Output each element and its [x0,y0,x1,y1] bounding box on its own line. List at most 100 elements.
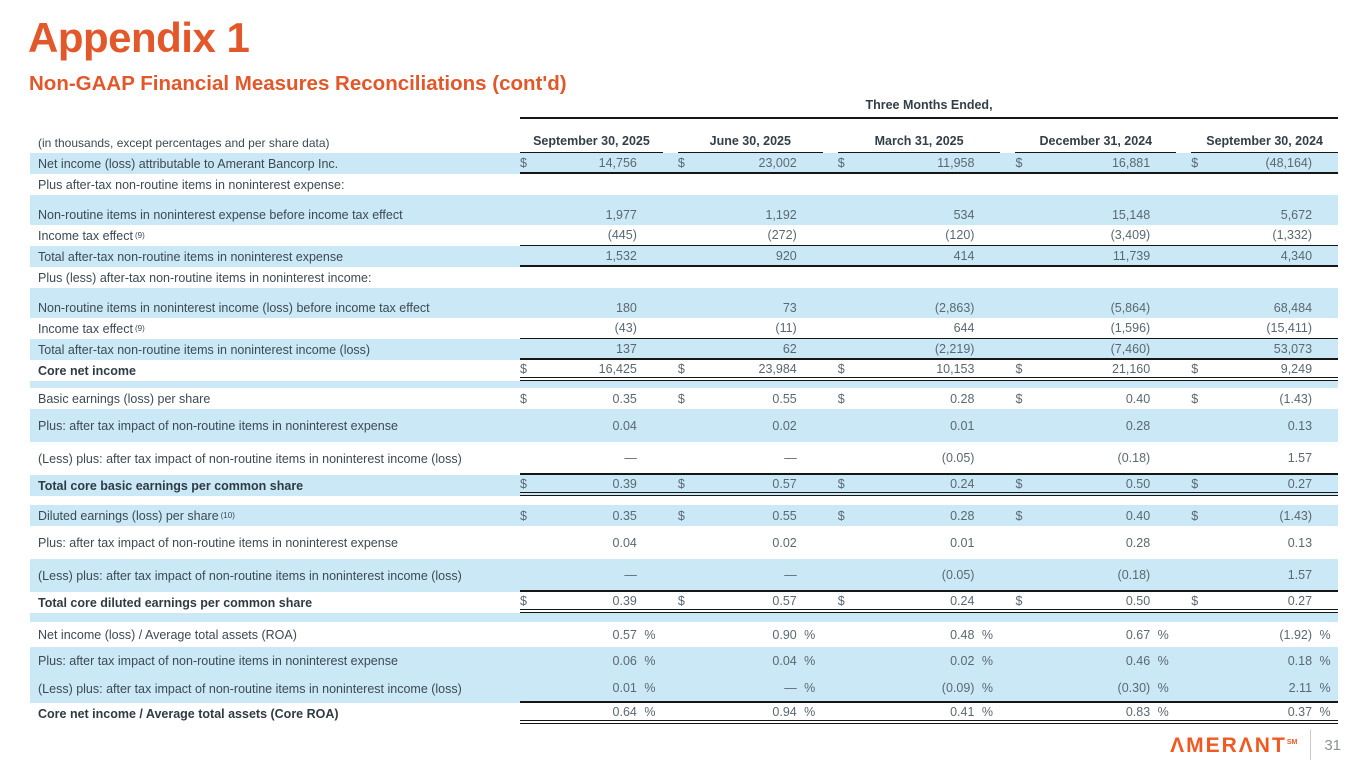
cell-value: 23,002 [758,155,797,170]
page-title: Appendix 1 [28,14,250,61]
row-values: 0.04 0.02 0.01 0.28 0.13 [520,409,1338,442]
row-label-text: Plus after-tax non-routine items in noni… [38,177,345,192]
table-row: Total after-tax non-routine items in non… [30,339,1338,360]
percent-sign: % [1319,681,1331,695]
column-header: September 30, 2025 [520,134,663,153]
cell-value: 1,977 [605,207,637,222]
cell-value: (3,409) [1110,228,1151,242]
row-label-text: (Less) plus: after tax impact of non-rou… [38,682,462,696]
column-header-row: (in thousands, except percentages and pe… [30,128,1339,153]
cell-value: 0.37 [1287,704,1313,719]
row-label-text: Basic earnings (loss) per share [38,391,211,406]
row-values: 1,532 920 414 11,739 4,340 [520,246,1338,267]
cell-value: 0.24 [950,593,975,608]
cell-value: 0.02 [950,654,975,668]
span-header-label: Three Months Ended, [520,98,1338,119]
dollar-sign: $ [1191,508,1199,523]
spacer-row [30,288,1338,297]
row-label: Total core basic earnings per common sha… [30,475,520,496]
table-row: Total core basic earnings per common sha… [30,475,1338,496]
cell-value: 0.40 [1125,391,1151,406]
cell-value: 23,984 [758,361,797,376]
column-header: December 31, 2024 [1015,134,1177,153]
cell-value: (5,864) [1110,300,1151,315]
spacer-row [30,496,1338,505]
percent-sign: % [981,654,994,668]
page-number: 31 [1324,736,1341,754]
cell-value: 644 [953,321,975,335]
row-label: Plus: after tax impact of non-routine it… [30,409,520,442]
cell-value: (272) [767,228,797,242]
dollar-sign: $ [1015,155,1023,170]
dollar-sign: $ [837,508,845,523]
cell-value: 9,249 [1280,361,1313,376]
cell-value: 180 [616,300,637,315]
row-values: 1,977 1,192 534 15,148 5,672 [520,204,1338,225]
row-label: Income tax effect (9) [30,225,520,246]
row-label-text: Income tax effect [38,321,133,336]
cell-value: 137 [616,341,637,356]
footnote-marker: (9) [134,324,145,333]
column-headers: September 30, 2025 June 30, 2025 March 31,… [520,134,1339,153]
cell-value: (2,219) [934,341,975,356]
cell-value: 0.39 [612,476,637,491]
row-values: $0.39 $0.57 $0.24 $0.50 $0.27 [520,592,1338,613]
cell-value: (1,332) [1272,228,1313,242]
row-label: Net income (loss) / Average total assets… [30,622,520,647]
cell-value: 0.64 [612,704,637,719]
cell-value: (1.43) [1279,508,1313,523]
cell-value: 0.04 [612,418,637,433]
cell-value: 920 [775,248,797,263]
cell-value: (1,596) [1110,321,1151,335]
cell-value: (0.05) [941,450,975,465]
cell-value: 0.01 [950,418,975,433]
percent-sign: % [981,681,994,695]
cell-value: — [624,450,637,465]
row-label-text: Diluted earnings (loss) per share [38,508,219,523]
cell-value: 1,532 [605,248,637,263]
table-row: Non-routine items in noninterest expense… [30,204,1338,225]
row-values: $0.35 $0.55 $0.28 $0.40 $ (1.43) [520,505,1338,526]
row-values: 137 62 (2,219) (7,460) 53,073 [520,339,1338,360]
cell-value: (445) [607,228,637,242]
percent-sign: % [981,704,994,719]
percent-sign: % [981,627,994,642]
cell-value: 53,073 [1273,341,1313,356]
dollar-sign: $ [677,391,685,406]
column-header: June 30, 2025 [677,134,823,153]
dollar-sign: $ [1191,593,1199,608]
row-label-text: Plus: after tax impact of non-routine it… [38,418,398,433]
dollar-sign: $ [837,155,845,170]
dollar-sign: $ [1015,391,1023,406]
dollar-sign: $ [520,476,527,491]
row-values: 0.64% 0.94% 0.41% 0.83% 0.37% [520,703,1338,724]
row-values: $0.35 $0.55 $0.28 $0.40 $ (1.43) [520,388,1338,409]
row-label-text: Total after-tax non-routine items in non… [38,342,371,357]
cell-value: 0.02 [772,535,797,550]
cell-value: 68,484 [1273,300,1313,315]
dollar-sign: $ [837,391,845,406]
dollar-sign: $ [520,361,527,376]
table-row: Net income (loss) / Average total assets… [30,622,1338,647]
cell-value: (0.18) [1117,450,1151,465]
dollar-sign: $ [837,593,845,608]
row-label: Non-routine items in noninterest income … [30,297,520,318]
percent-sign: % [644,654,656,668]
cell-value: 1.57 [1287,567,1313,582]
cell-value: 0.28 [1125,535,1151,550]
cell-value: 0.57 [772,476,797,491]
table-row: Plus after-tax non-routine items in noni… [30,174,1338,195]
row-label: Total core diluted earnings per common s… [30,592,520,613]
cell-value: (0.09) [941,681,975,695]
row-label: Core net income [30,360,520,381]
cell-value: 0.50 [1125,593,1151,608]
footnote-marker: (10) [220,511,235,520]
table-body: Net income (loss) attributable to Ameran… [30,153,1338,724]
cell-value: (11) [775,321,797,335]
cell-value: — [784,681,797,695]
row-label: Non-routine items in noninterest expense… [30,204,520,225]
row-label: Income tax effect (9) [30,318,520,339]
cell-value: (48,164) [1265,155,1313,170]
cell-value: 0.06 [612,654,637,668]
row-label-text: Total core basic earnings per common sha… [38,478,304,493]
